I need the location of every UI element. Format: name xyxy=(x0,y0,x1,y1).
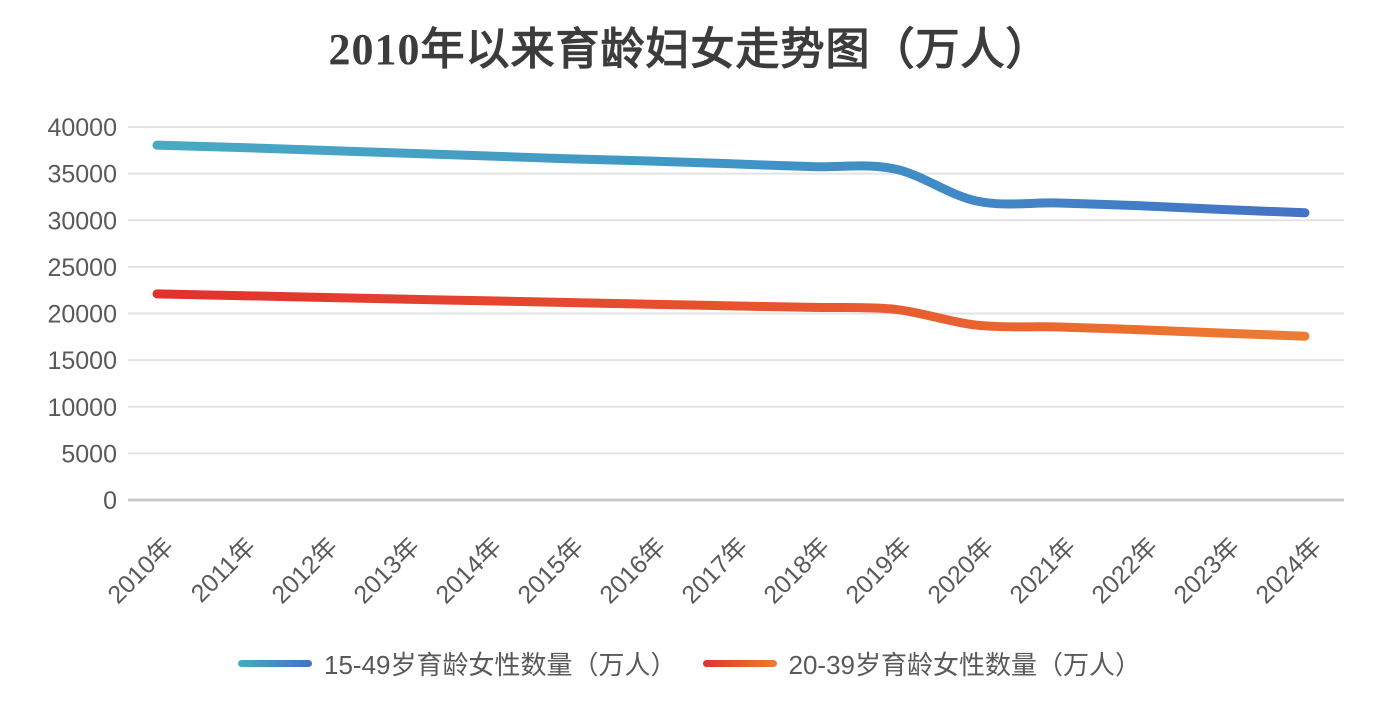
legend-line-swatch-blue-icon xyxy=(238,659,312,667)
series-line-20-39 xyxy=(152,289,1310,341)
y-axis-label: 35000 xyxy=(47,161,117,189)
y-axis-label: 25000 xyxy=(47,254,117,282)
y-axis-label: 10000 xyxy=(47,394,117,422)
y-axis-label: 0 xyxy=(103,487,117,515)
x-axis-label: 2018年 xyxy=(758,532,835,609)
legend-label-20-39: 20-39岁育龄女性数量（万人） xyxy=(788,649,1142,680)
x-axis-label: 2012年 xyxy=(266,532,343,609)
x-axis-label: 2023年 xyxy=(1168,532,1245,609)
x-axis-label: 2017年 xyxy=(676,532,753,609)
x-axis-label: 2014年 xyxy=(430,532,507,609)
x-axis-label: 2021年 xyxy=(1004,532,1081,609)
series-line-15-49 xyxy=(152,140,1310,218)
x-axis-label: 2019年 xyxy=(840,532,917,609)
y-axis-label: 30000 xyxy=(47,207,117,235)
x-axis-label: 2020年 xyxy=(922,532,999,609)
chart-title: 2010年以来育龄妇女走势图（万人） xyxy=(328,25,1051,74)
y-axis-label: 15000 xyxy=(47,347,117,375)
x-axis-label: 2022年 xyxy=(1086,532,1163,609)
x-axis-label: 2024年 xyxy=(1250,532,1327,609)
y-axis-label: 5000 xyxy=(61,440,117,468)
legend-label-15-49: 15-49岁育龄女性数量（万人） xyxy=(324,649,677,680)
x-axis-label: 2015年 xyxy=(512,532,589,609)
legend: 15-49岁育龄女性数量（万人） 20-39岁育龄女性数量（万人） xyxy=(0,641,1379,685)
legend-item-15-49: 15-49岁育龄女性数量（万人） xyxy=(238,645,677,682)
x-axis-label: 2016年 xyxy=(594,532,671,609)
legend-line-swatch-orange-icon xyxy=(702,659,777,667)
legend-item-20-39: 20-39岁育龄女性数量（万人） xyxy=(702,645,1142,682)
x-axis-label: 2013年 xyxy=(348,532,425,609)
x-axis-label: 2010年 xyxy=(102,532,179,609)
y-axis-label: 40000 xyxy=(47,114,117,142)
y-axis-label: 20000 xyxy=(47,301,117,329)
x-axis-label: 2011年 xyxy=(186,532,261,607)
